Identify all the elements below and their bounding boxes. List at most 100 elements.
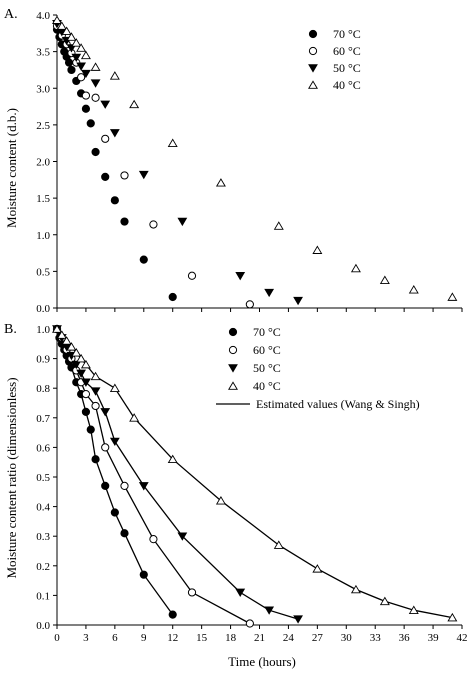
panel-b-series-0-point: [81, 407, 91, 416]
panel-a-series-0-point: [81, 104, 91, 113]
panel-b-series-0-point: [91, 455, 100, 464]
panel-b-series-1-point: [101, 443, 110, 452]
panel-b-series-3-point: [90, 371, 101, 381]
panel-b-y-tick-label: 0.1: [36, 590, 50, 602]
panel-b-legend-label-0: 70 °C: [253, 325, 281, 339]
panel-a-series-0-point: [120, 217, 129, 226]
panel-b-series-2-point: [71, 360, 82, 370]
panel-b-x-tick-label: 21: [254, 632, 265, 644]
panel-a-series-2-point: [71, 53, 82, 63]
panel-a-y-tick-label: 2.5: [36, 120, 50, 132]
panel-a-series-0-point: [139, 255, 148, 264]
panel-b-series-2-point: [138, 482, 149, 491]
panel-b-series-2-point: [109, 437, 120, 447]
panel-a-y-axis-title: Moisture content (d.b.): [4, 108, 19, 228]
panel-b-series-1-point: [81, 390, 91, 399]
panel-b-series-1-point: [187, 588, 197, 597]
panel-a-series-1-point: [187, 271, 197, 280]
panel-b-y-tick-label: 0.9: [36, 354, 50, 366]
panel-a-series-3-point: [66, 32, 77, 41]
panel-a-series-3-point: [447, 292, 458, 301]
panel-b-series-2-point: [177, 532, 188, 541]
panel-a-series-3-point: [56, 21, 67, 30]
panel-b-series-2-point: [100, 408, 111, 417]
panel-a-legend-label-3: 40 °C: [333, 78, 361, 92]
panel-b-series-2-point: [90, 387, 101, 396]
panel-b-series-0-point: [120, 529, 129, 538]
panel-b-series-0-point: [110, 508, 119, 517]
panel-b-series-0-point: [139, 570, 148, 579]
panel-b-y-tick-label: 0.5: [36, 472, 50, 484]
panel-b-series-3-point: [215, 496, 226, 505]
panel-b-series-3-point: [312, 564, 323, 573]
panel-b-series-3-point: [61, 336, 72, 345]
panel-a-series-3-point: [71, 38, 82, 47]
panel-a-series-2-point: [235, 272, 246, 281]
panel-b-legend-marker-1: [228, 345, 238, 355]
panel-b-y-tick-label: 0.3: [36, 531, 50, 543]
panel-a-legend-label-1: 60 °C: [333, 44, 361, 58]
panel-b-x-tick-label: 15: [196, 632, 208, 644]
panel-a-y-tick-label: 1.5: [36, 193, 50, 205]
panel-b-series-2-point: [76, 369, 87, 378]
panel-b-y-tick-label: 0.6: [36, 442, 50, 454]
panel-b-legend-label-1: 60 °C: [253, 343, 281, 357]
panel-b-legend-marker-3: [228, 381, 238, 390]
panel-b-x-tick-label: 39: [428, 632, 440, 644]
panel-b-legend-marker-0: [228, 327, 238, 337]
panel-a-legend-label-2: 50 °C: [333, 61, 361, 75]
panel-a-series-3-point: [273, 221, 284, 230]
panel-b-series-3-point: [56, 330, 67, 339]
panel-b-x-tick-label: 0: [54, 632, 60, 644]
panel-a-series-2-point: [138, 170, 149, 180]
panel-b-series-0-point: [101, 481, 110, 490]
panel-a-series-1-point: [101, 134, 110, 143]
panel-b-legend-marker-2: [228, 364, 238, 373]
panel-b-series-1-point: [245, 619, 254, 628]
panel-a-moisture-content-chart: A. Moisture content (d.b.) 0.0 0.5 1.0 1.5 2…: [4, 7, 463, 315]
panel-a-series-3-point: [379, 275, 390, 284]
panel-a-series-2-point: [109, 129, 120, 138]
panel-a-series-3-point: [52, 15, 62, 24]
panel-b-series-3-point: [273, 540, 284, 549]
panel-a-y-tick-label: 4.0: [36, 10, 50, 22]
panel-b-series-3-point: [76, 353, 87, 363]
panel-a-series-0-point: [86, 119, 95, 128]
panel-b-x-tick-label: 12: [167, 632, 178, 644]
panel-a-y-tick-label: 3.0: [36, 83, 50, 95]
panel-b-series-3-point: [379, 596, 390, 606]
panel-a-series-0-point: [64, 58, 74, 67]
panel-b-x-tick-label: 36: [399, 632, 411, 644]
panel-a-series-2-point: [264, 288, 275, 298]
panel-b-x-tick-label: 18: [225, 632, 237, 644]
panel-b-y-tick-label: 1.0: [36, 324, 50, 336]
panel-a-series-3-point: [312, 245, 323, 254]
panel-b-y-tick-label: 0.2: [36, 561, 50, 573]
panel-a-series-3-point: [76, 43, 87, 52]
panel-a-y-tick-label: 0.5: [36, 266, 50, 278]
panel-a-series-0-point: [91, 147, 100, 157]
panel-a-series-3-point: [129, 99, 140, 109]
panel-b-legend-label-4: Estimated values (Wang & Singh): [256, 397, 420, 411]
panel-b-series-3-point: [80, 359, 91, 369]
panel-a-y-tick-label: 3.5: [36, 47, 50, 59]
panel-a-label: A.: [4, 7, 18, 22]
panel-b-legend-label-3: 40 °C: [253, 379, 281, 393]
panel-b-series-2-point: [293, 615, 303, 624]
panel-b-series-0-point: [86, 425, 95, 434]
panel-a-series-1-point: [77, 73, 86, 82]
panel-b-series-3-point: [109, 383, 120, 393]
panel-a-series-2-point: [293, 296, 303, 306]
panel-b-series-2-point: [264, 606, 275, 615]
panel-b-series-3-point: [350, 584, 361, 594]
panel-b-x-tick-label: 42: [457, 632, 468, 644]
panel-a-series-0-point: [101, 172, 110, 181]
panel-a-legend-label-0: 70 °C: [333, 27, 361, 41]
panel-a-series-3-point: [61, 26, 72, 35]
panel-b-y-tick-label: 0.8: [36, 383, 50, 395]
panel-a-series-3-point: [90, 62, 101, 71]
panel-a-series-3-point: [167, 138, 178, 147]
panel-a-series-2-point: [177, 217, 188, 227]
panel-b-series-1-point: [149, 535, 158, 544]
panel-b-y-tick-label: 0.4: [36, 502, 50, 514]
